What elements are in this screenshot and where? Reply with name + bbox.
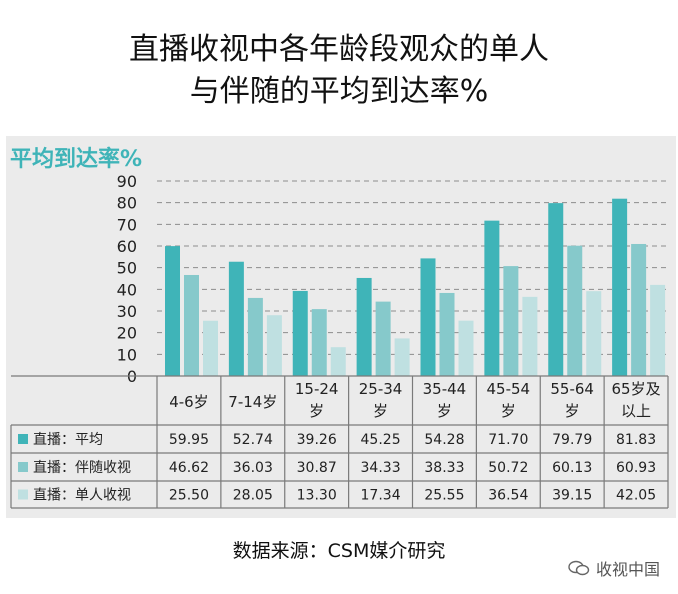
bar <box>394 338 410 376</box>
watermark: 收视中国 <box>568 556 660 580</box>
data-label: 39.15 <box>552 488 592 504</box>
bar <box>420 258 436 376</box>
bar <box>203 320 218 376</box>
bar <box>458 320 474 376</box>
x-tick-label: 15-24 <box>295 380 339 398</box>
data-label: 25.55 <box>424 488 464 504</box>
bar <box>375 301 391 376</box>
y-tick-label: 10 <box>117 345 137 364</box>
y-tick-label: 40 <box>117 280 137 299</box>
bar <box>503 266 519 376</box>
y-tick-label: 70 <box>117 215 137 234</box>
data-label: 17.34 <box>361 488 401 504</box>
legend-label: 直播：平均 <box>33 431 103 448</box>
bar <box>548 203 564 376</box>
y-tick-label: 50 <box>117 259 137 278</box>
data-label: 36.03 <box>233 460 273 476</box>
data-label: 30.87 <box>297 460 337 476</box>
chart-panel <box>6 136 676 518</box>
data-label: 46.62 <box>169 460 209 476</box>
bar <box>484 220 500 376</box>
x-tick-label: 岁 <box>373 402 388 420</box>
bar <box>586 291 602 376</box>
data-label: 71.70 <box>488 432 528 448</box>
bar <box>228 261 244 376</box>
y-tick-label: 90 <box>117 172 137 191</box>
x-tick-label: 45-54 <box>487 380 531 398</box>
x-tick-label: 以上 <box>621 402 651 420</box>
bar <box>631 243 647 376</box>
x-tick-label: 岁 <box>437 402 452 420</box>
wechat-icon <box>568 560 590 576</box>
bar <box>567 245 583 376</box>
data-label: 50.72 <box>488 460 528 476</box>
x-tick-label: 65岁及 <box>612 380 661 398</box>
bar <box>522 296 538 376</box>
bar <box>165 246 180 376</box>
bar <box>266 315 282 376</box>
y-tick-label: 60 <box>117 237 137 256</box>
data-label: 34.33 <box>361 460 401 476</box>
y-tick-label: 80 <box>117 194 137 213</box>
legend-swatch <box>18 462 28 472</box>
bar <box>184 274 199 376</box>
data-label: 79.79 <box>552 432 592 448</box>
x-tick-label: 25-34 <box>359 380 403 398</box>
data-label: 59.95 <box>169 432 209 448</box>
legend-label: 直播：单人收视 <box>33 487 131 504</box>
bar <box>330 347 346 376</box>
x-tick-label: 7-14岁 <box>228 393 277 411</box>
x-tick-label: 岁 <box>565 402 580 420</box>
data-label: 60.93 <box>616 460 656 476</box>
data-label: 52.74 <box>233 432 273 448</box>
data-label: 13.30 <box>297 488 337 504</box>
data-label: 39.26 <box>297 432 337 448</box>
data-label: 25.50 <box>169 488 209 504</box>
bar <box>292 290 308 376</box>
panel-title: 平均到达率% <box>10 147 143 172</box>
data-label: 60.13 <box>552 460 592 476</box>
legend-swatch <box>18 489 28 500</box>
data-label: 36.54 <box>488 488 528 504</box>
y-tick-label: 30 <box>117 302 137 321</box>
legend-swatch <box>18 434 28 444</box>
chart-title-line1: 直播收视中各年龄段观众的单人 <box>129 32 549 67</box>
bar <box>612 198 628 376</box>
x-tick-label: 35-44 <box>423 380 467 398</box>
chart-title-line2: 与伴随的平均到达率% <box>189 74 489 109</box>
legend-label: 直播：伴随收视 <box>33 459 131 476</box>
x-tick-label: 55-64 <box>550 380 594 398</box>
x-tick-label: 岁 <box>501 402 516 420</box>
x-tick-label: 4-6岁 <box>169 393 209 411</box>
bar <box>650 284 666 376</box>
watermark-label: 收视中国 <box>595 560 660 579</box>
y-tick-label: 20 <box>117 324 137 343</box>
bar <box>247 297 263 376</box>
source-note: 数据来源：CSM媒介研究 <box>232 540 446 562</box>
bar <box>439 292 455 376</box>
data-label: 42.05 <box>616 488 656 504</box>
bar <box>311 309 327 376</box>
data-label: 54.28 <box>424 432 464 448</box>
data-label: 81.83 <box>616 432 656 448</box>
x-tick-label: 岁 <box>309 402 324 420</box>
data-label: 38.33 <box>424 460 464 476</box>
bar <box>356 277 372 376</box>
data-label: 45.25 <box>361 432 401 448</box>
data-label: 28.05 <box>233 488 273 504</box>
